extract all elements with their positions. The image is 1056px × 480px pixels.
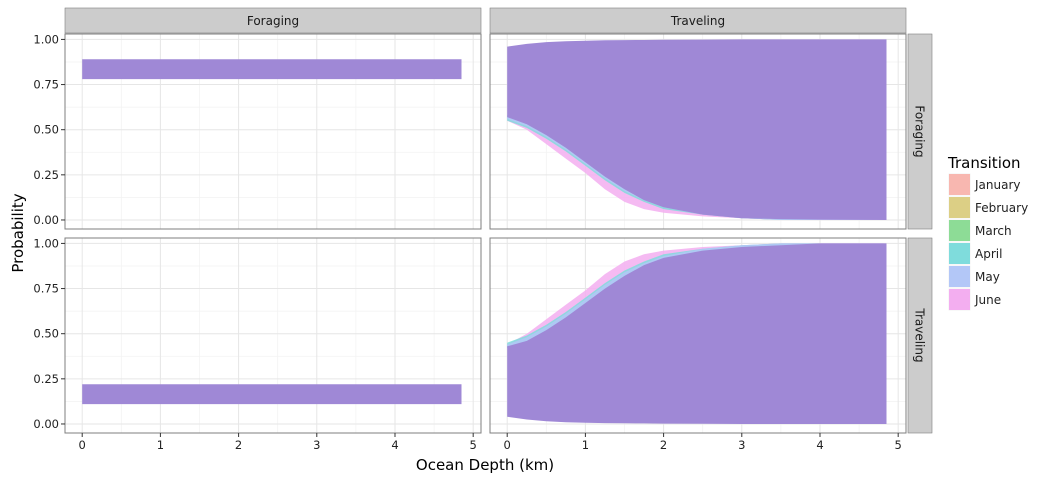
legend-label: April — [975, 247, 1002, 261]
y-tick-label: 1.00 — [33, 32, 59, 46]
x-tick-label: 0 — [504, 438, 511, 452]
y-tick-label: 0.50 — [33, 327, 59, 341]
row-strip-traveling — [907, 237, 933, 434]
legend-swatch-may — [949, 266, 970, 287]
col-strip-label: Foraging — [247, 14, 299, 28]
y-tick-label: 0.25 — [33, 168, 59, 182]
legend-swatch-january — [949, 174, 970, 195]
band-all — [82, 384, 462, 405]
legend-label: June — [974, 293, 1001, 307]
x-axis-title: Ocean Depth (km) — [416, 456, 554, 474]
x-tick-label: 3 — [313, 438, 320, 452]
row-strip-label: Foraging — [913, 105, 927, 157]
legend-title: Transition — [947, 154, 1021, 172]
legend: Transition JanuaryFebruaryMarchAprilMayJ… — [947, 154, 1028, 312]
col-strip-foraging — [64, 7, 482, 34]
band-june — [507, 243, 887, 349]
panel-border — [64, 33, 482, 230]
facet-strips: Foraging Traveling Foraging Traveling — [64, 7, 933, 434]
legend-label: January — [974, 178, 1021, 192]
panel-border — [64, 237, 482, 434]
y-tick-label: 0.00 — [33, 213, 59, 227]
col-strip-traveling — [489, 7, 907, 34]
band-all — [507, 39, 887, 221]
x-tick-label: 2 — [660, 438, 667, 452]
y-tick-label: 0.75 — [33, 78, 59, 92]
band-all — [507, 243, 887, 424]
y-axis-title: Probability — [9, 193, 27, 272]
panel-traveling-traveling — [489, 237, 907, 434]
legend-swatch-april — [949, 243, 970, 264]
y-tick-label: 0.25 — [33, 372, 59, 386]
x-tick-label: 0 — [79, 438, 86, 452]
y-tick-label: 0.75 — [33, 282, 59, 296]
panel-foraging-traveling — [489, 33, 907, 230]
legend-swatch-march — [949, 220, 970, 241]
panel-border — [489, 237, 907, 434]
x-tick-label: 1 — [582, 438, 589, 452]
y-tick-label: 1.00 — [33, 236, 59, 250]
col-strip-label: Traveling — [670, 14, 725, 28]
legend-label: March — [975, 224, 1012, 238]
panel-traveling-foraging — [64, 237, 482, 434]
row-strip-label: Traveling — [913, 307, 927, 362]
legend-swatch-june — [949, 289, 970, 310]
legend-label: February — [975, 201, 1028, 215]
x-tick-label: 2 — [235, 438, 242, 452]
x-tick-label: 5 — [895, 438, 902, 452]
panels-layer — [64, 33, 907, 434]
x-tick-label: 5 — [470, 438, 477, 452]
panel-border — [489, 33, 907, 230]
legend-entries: January February March April May June — [947, 172, 1028, 312]
x-tick-label: 4 — [816, 438, 823, 452]
band-all — [82, 59, 462, 80]
panel-foraging-foraging — [64, 33, 482, 230]
legend-label: May — [975, 270, 1000, 284]
x-tick-label: 3 — [738, 438, 745, 452]
y-tick-label: 0.00 — [33, 417, 59, 431]
x-tick-label: 1 — [157, 438, 164, 452]
band-june — [507, 115, 887, 220]
y-tick-label: 0.50 — [33, 123, 59, 137]
axes: 0.00 0.25 0.50 0.75 1.00 0.00 0.25 0.50 0.75 1.00… — [33, 32, 901, 452]
x-tick-label: 4 — [391, 438, 398, 452]
legend-swatch-february — [949, 197, 970, 218]
row-strip-foraging — [907, 33, 933, 230]
